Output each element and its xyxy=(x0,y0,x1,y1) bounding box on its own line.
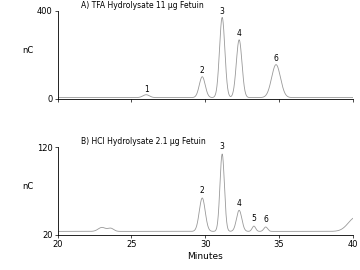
Text: A) TFA Hydrolysate 11 μg Fetuin: A) TFA Hydrolysate 11 μg Fetuin xyxy=(81,1,204,10)
Text: 2: 2 xyxy=(200,66,204,75)
Text: 4: 4 xyxy=(237,199,242,208)
Text: 6: 6 xyxy=(274,54,279,63)
Text: nC: nC xyxy=(22,182,34,191)
Text: 4: 4 xyxy=(237,29,242,38)
X-axis label: Minutes: Minutes xyxy=(187,252,223,261)
Text: B) HCI Hydrolysate 2.1 μg Fetuin: B) HCI Hydrolysate 2.1 μg Fetuin xyxy=(81,137,206,146)
Text: 3: 3 xyxy=(220,7,225,16)
Text: 1: 1 xyxy=(144,85,149,94)
Text: 2: 2 xyxy=(200,186,204,195)
Text: 6: 6 xyxy=(263,215,268,224)
Text: 5: 5 xyxy=(252,214,256,224)
Text: nC: nC xyxy=(22,46,34,55)
Text: 3: 3 xyxy=(220,142,225,151)
